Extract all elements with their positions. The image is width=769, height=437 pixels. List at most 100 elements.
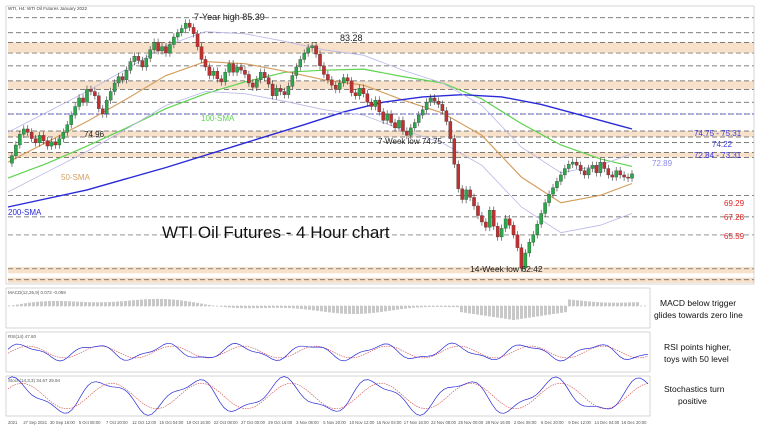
macd-bar xyxy=(348,306,351,314)
candle-body xyxy=(543,202,547,214)
band-5 xyxy=(8,277,754,283)
macd-bar xyxy=(376,306,379,313)
candle-body xyxy=(440,104,445,111)
candle xyxy=(452,134,457,168)
macd-bar xyxy=(548,306,551,315)
candle xyxy=(571,158,575,168)
high-label: 7-Year high 85.39 xyxy=(194,12,265,22)
candle-body xyxy=(160,46,164,52)
macd-bar xyxy=(16,304,19,306)
candle xyxy=(515,231,520,252)
macd-bar xyxy=(456,306,459,308)
candle-body xyxy=(472,197,476,207)
macd-bar xyxy=(156,298,159,306)
macd-bar xyxy=(64,301,67,306)
candle-body xyxy=(231,63,235,73)
candle xyxy=(468,186,472,202)
candle-body xyxy=(116,76,121,84)
level-lines xyxy=(8,17,754,281)
macd-bar xyxy=(544,306,547,316)
candle-body xyxy=(286,86,291,95)
candle xyxy=(259,68,263,84)
macd-bar xyxy=(228,306,231,308)
x-tick-label: 15 Nov 04:00 xyxy=(377,420,403,425)
candle-body xyxy=(73,106,77,116)
candle xyxy=(247,70,251,87)
candle xyxy=(322,62,326,79)
level-label-7422: 74.22 xyxy=(712,140,733,149)
macd-bar xyxy=(484,306,487,316)
candle xyxy=(37,131,42,147)
candle xyxy=(85,85,89,106)
candle-body xyxy=(187,22,192,28)
candle xyxy=(93,87,97,100)
candle xyxy=(97,92,101,113)
macd-bar xyxy=(400,306,403,310)
x-tick-label: 10 Nov 12:00 xyxy=(349,420,375,425)
candle-body xyxy=(310,45,314,48)
x-tick-label: 22 Oct 08:00 xyxy=(214,420,239,425)
candle xyxy=(144,54,148,71)
candle-body xyxy=(306,47,310,54)
candle-body xyxy=(444,110,449,122)
candle-body xyxy=(626,176,630,179)
level-label-7284: 72.84 - 73.31 xyxy=(694,151,742,160)
candle-body xyxy=(247,74,251,84)
candle xyxy=(262,68,267,82)
candle-body xyxy=(594,165,599,173)
macd-bar xyxy=(204,304,207,306)
candle-body xyxy=(401,120,405,132)
level-bands xyxy=(8,42,754,283)
macd-bar xyxy=(100,302,103,306)
macd-bar xyxy=(124,300,127,306)
candle xyxy=(81,94,85,106)
candle-body xyxy=(144,58,148,68)
candle xyxy=(231,59,235,77)
candle-body xyxy=(266,77,271,85)
candle-body xyxy=(476,205,480,216)
candle xyxy=(606,164,611,179)
macd-bar xyxy=(560,306,563,313)
candle-body xyxy=(37,135,42,144)
candle xyxy=(602,158,607,173)
candle xyxy=(120,72,125,84)
macd-bar xyxy=(632,302,635,306)
stoch-line xyxy=(7,376,649,416)
macd-bar xyxy=(60,301,63,306)
macd-bar xyxy=(368,306,371,314)
candle xyxy=(626,173,630,182)
candle-body xyxy=(330,79,334,86)
macd-bar xyxy=(176,299,179,306)
x-tick-label: 22 Nov 08:00 xyxy=(431,420,457,425)
candle-body xyxy=(152,42,156,50)
candle-body xyxy=(22,128,26,135)
macd-bar xyxy=(612,302,615,306)
candle xyxy=(53,138,58,149)
candle xyxy=(191,23,196,38)
macd-bar xyxy=(252,306,255,309)
macd-bar xyxy=(304,306,307,310)
candle xyxy=(219,74,224,86)
candle-body xyxy=(10,155,14,164)
candle-body xyxy=(385,113,389,121)
macd-note-line1: MACD below trigger xyxy=(660,298,736,308)
x-tick-label: 9 Dec 12:00 xyxy=(568,420,591,425)
candle-body xyxy=(45,140,50,147)
candle-body xyxy=(610,174,615,178)
rsi-line xyxy=(7,342,649,362)
macd-bar xyxy=(528,306,531,318)
macd-bar xyxy=(520,306,523,319)
candle-body xyxy=(156,42,160,52)
candle-body xyxy=(255,79,259,88)
candle-body xyxy=(405,130,409,136)
candle-body xyxy=(195,33,200,47)
level-label-7475: 74.75 - 75.31 xyxy=(694,129,742,138)
candle-body xyxy=(136,56,141,61)
peak2-label: 83.28 xyxy=(340,33,363,43)
macd-bar xyxy=(96,302,99,306)
candle-body xyxy=(492,210,496,227)
macd-bar xyxy=(224,306,227,308)
candle xyxy=(104,96,109,118)
stoch-info: Stoch(14,3,3) 34.67 29.94 xyxy=(8,378,61,383)
candle xyxy=(385,110,389,125)
